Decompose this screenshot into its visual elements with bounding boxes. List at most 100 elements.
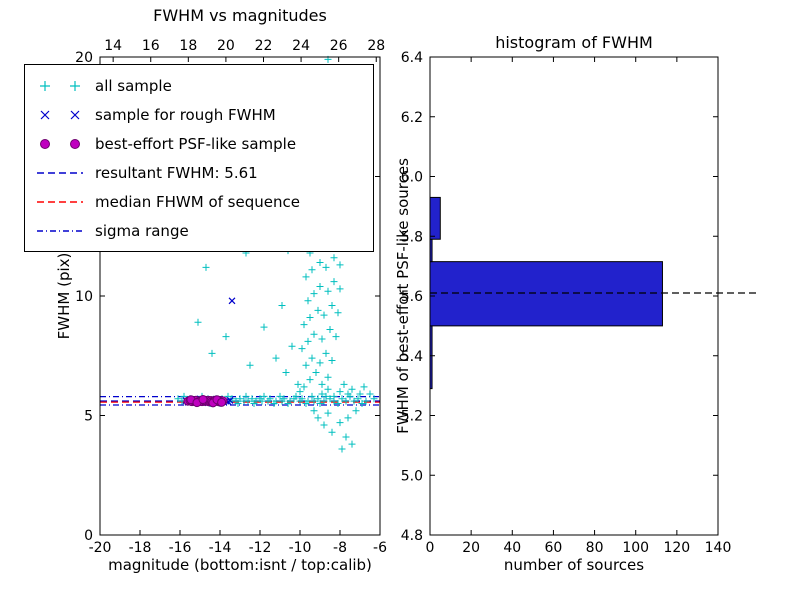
top-tick-label: 14	[104, 38, 122, 54]
scatter-plus-marker	[350, 397, 358, 405]
scatter-plus-marker	[244, 397, 252, 405]
x-tick-label: -18	[129, 540, 152, 556]
scatter-plus-marker	[304, 337, 312, 345]
y-tick-label: 4.8	[401, 528, 423, 544]
scatter-plus-marker	[324, 385, 332, 393]
scatter-plus-marker	[234, 400, 242, 408]
y-tick-label: 5.4	[401, 349, 423, 365]
scatter-plus-marker	[304, 297, 312, 305]
scatter-plus-marker	[308, 392, 316, 400]
scatter-plus-marker	[344, 414, 352, 422]
scatter-plus-marker	[322, 263, 330, 271]
scatter-plus-marker	[306, 376, 314, 384]
left-plot-ylabel: FWHM (pix)	[55, 252, 73, 340]
scatter-plus-marker	[318, 380, 326, 388]
x-tick-label: -12	[249, 540, 272, 556]
scatter-plus-marker	[272, 354, 280, 362]
scatter-plus-marker	[338, 395, 346, 403]
scatter-plus-marker	[326, 325, 334, 333]
y-tick-label: 5	[84, 409, 93, 425]
legend-label: sample for rough FWHM	[95, 105, 276, 124]
legend-item-rough-fwhm: sample for rough FWHM	[35, 101, 363, 128]
right-plot-ylabel: FWHM of best-effort PSF-like sources	[394, 158, 412, 434]
x-tick-label: 100	[622, 540, 649, 556]
scatter-plus-marker	[266, 395, 274, 403]
scatter-plus-marker	[260, 323, 268, 331]
scatter-plus-marker	[316, 259, 324, 267]
x-tick-label: 0	[426, 540, 435, 556]
top-tick-label: 20	[217, 38, 235, 54]
top-tick-label: 24	[292, 38, 310, 54]
scatter-plus-marker	[286, 397, 294, 405]
histogram-bar	[429, 261, 663, 327]
scatter-plus-marker	[300, 321, 308, 329]
scatter-plus-marker	[328, 302, 336, 310]
histogram-bar	[429, 196, 441, 240]
scatter-plus-marker	[334, 309, 342, 317]
scatter-plus-marker	[334, 400, 342, 408]
scatter-plus-marker	[360, 383, 368, 391]
scatter-plus-marker	[336, 285, 344, 293]
legend-item-median-fwhm: median FHWM of sequence	[35, 188, 363, 215]
left-plot-xlabel: magnitude (bottom:isnt / top:calib)	[108, 556, 372, 574]
scatter-circle-marker	[217, 397, 227, 407]
scatter-plus-marker	[308, 354, 316, 362]
scatter-plus-marker	[340, 380, 348, 388]
scatter-plus-marker	[312, 368, 320, 376]
scatter-plus-marker	[272, 397, 280, 405]
scatter-plus-marker	[316, 359, 324, 367]
scatter-plus-marker	[330, 254, 338, 262]
scatter-plus-marker	[302, 273, 310, 281]
x-tick-label: 140	[705, 540, 732, 556]
legend-item-resultant-fwhm: resultant FWHM: 5.61	[35, 159, 363, 186]
scatter-plus-marker	[298, 345, 306, 353]
dashed-line-icon	[37, 200, 83, 203]
scatter-plus-marker	[302, 361, 310, 369]
top-tick-label: 28	[367, 38, 385, 54]
scatter-plus-marker	[298, 395, 306, 403]
legend-label: sigma range	[95, 221, 189, 240]
scatter-plus-marker	[336, 261, 344, 269]
legend-label: best-effort PSF-like sample	[95, 134, 297, 153]
scatter-plus-marker	[316, 282, 324, 290]
legend-label: median FHWM of sequence	[95, 192, 300, 211]
scatter-plus-marker	[246, 361, 254, 369]
legend: all sample sample for rough FWHM best-ef…	[24, 64, 374, 252]
y-tick-label: 0	[84, 528, 93, 544]
x-tick-label: 80	[586, 540, 604, 556]
dashdot-line-icon	[37, 229, 83, 232]
x-markers-icon	[40, 110, 80, 119]
scatter-plus-marker	[300, 383, 308, 391]
y-tick-label: 5.2	[401, 409, 423, 425]
scatter-plus-marker	[332, 333, 340, 341]
scatter-plus-marker	[330, 392, 338, 400]
circle-markers-icon	[40, 138, 80, 149]
top-tick-label: 18	[179, 38, 197, 54]
scatter-plus-marker	[236, 395, 244, 403]
scatter-plus-marker	[310, 330, 318, 338]
scatter-plus-marker	[222, 333, 230, 341]
scatter-plus-marker	[328, 357, 336, 365]
scatter-plus-marker	[288, 342, 296, 350]
y-tick-label: 10	[75, 289, 93, 305]
y-tick-label: 6.0	[401, 170, 423, 186]
x-tick-label: 120	[663, 540, 690, 556]
scatter-plus-marker	[306, 314, 314, 322]
scatter-plus-marker	[308, 266, 316, 274]
y-tick-label: 5.0	[401, 468, 423, 484]
scatter-plus-marker	[328, 428, 336, 436]
y-tick-label: 20	[75, 50, 93, 66]
right-plot-xlabel: number of sources	[503, 556, 645, 574]
scatter-plus-marker	[260, 392, 268, 400]
scatter-plus-marker	[322, 392, 330, 400]
scatter-plus-marker	[326, 395, 334, 403]
scatter-plus-marker	[252, 397, 260, 405]
scatter-plus-marker	[324, 373, 332, 381]
scatter-plus-marker	[322, 349, 330, 357]
scatter-plus-marker	[318, 390, 326, 398]
scatter-plus-marker	[314, 395, 322, 403]
scatter-plus-marker	[370, 395, 378, 403]
x-tick-label: 20	[462, 540, 480, 556]
scatter-plus-marker	[316, 400, 324, 408]
